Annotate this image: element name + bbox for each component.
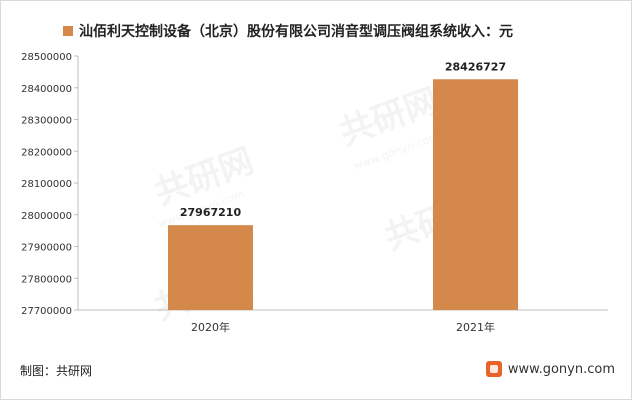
y-tick-label: 28500000 <box>21 52 72 63</box>
bar-value-label: 27967210 <box>180 206 242 219</box>
source-label: 制图：共研网 <box>20 364 93 378</box>
y-axis-ticks: 28500000 28400000 28300000 28200000 28100000… <box>21 52 78 317</box>
y-tick-label: 27700000 <box>21 306 72 317</box>
website-footer: www.gonyn.com <box>485 361 615 377</box>
legend-swatch <box>63 26 73 36</box>
y-tick-label: 28000000 <box>21 211 72 222</box>
bar <box>433 79 518 310</box>
bar-value-label: 28426727 <box>445 60 506 73</box>
y-tick-label: 28400000 <box>21 84 72 95</box>
x-tick-label: 2020年 <box>191 320 230 334</box>
y-tick-label: 28300000 <box>21 116 72 127</box>
chart-title: 汕佰利天控制设备（北京）股份有限公司消音型调压阀组系统收入：元 <box>79 23 513 40</box>
bars: 27967210 28426727 <box>168 60 518 310</box>
x-tick-label: 2021年 <box>456 320 495 334</box>
legend: 汕佰利天控制设备（北京）股份有限公司消音型调压阀组系统收入：元 <box>63 23 513 40</box>
y-tick-label: 27900000 <box>21 243 72 254</box>
y-tick-label: 28100000 <box>21 179 72 190</box>
y-tick-label: 27800000 <box>21 274 72 285</box>
x-axis-ticks: 2020年 2021年 <box>191 320 495 334</box>
website-label: www.gonyn.com <box>507 361 615 377</box>
y-tick-label: 28200000 <box>21 147 72 158</box>
bar <box>168 225 253 310</box>
gonyn-logo-icon <box>485 361 502 377</box>
